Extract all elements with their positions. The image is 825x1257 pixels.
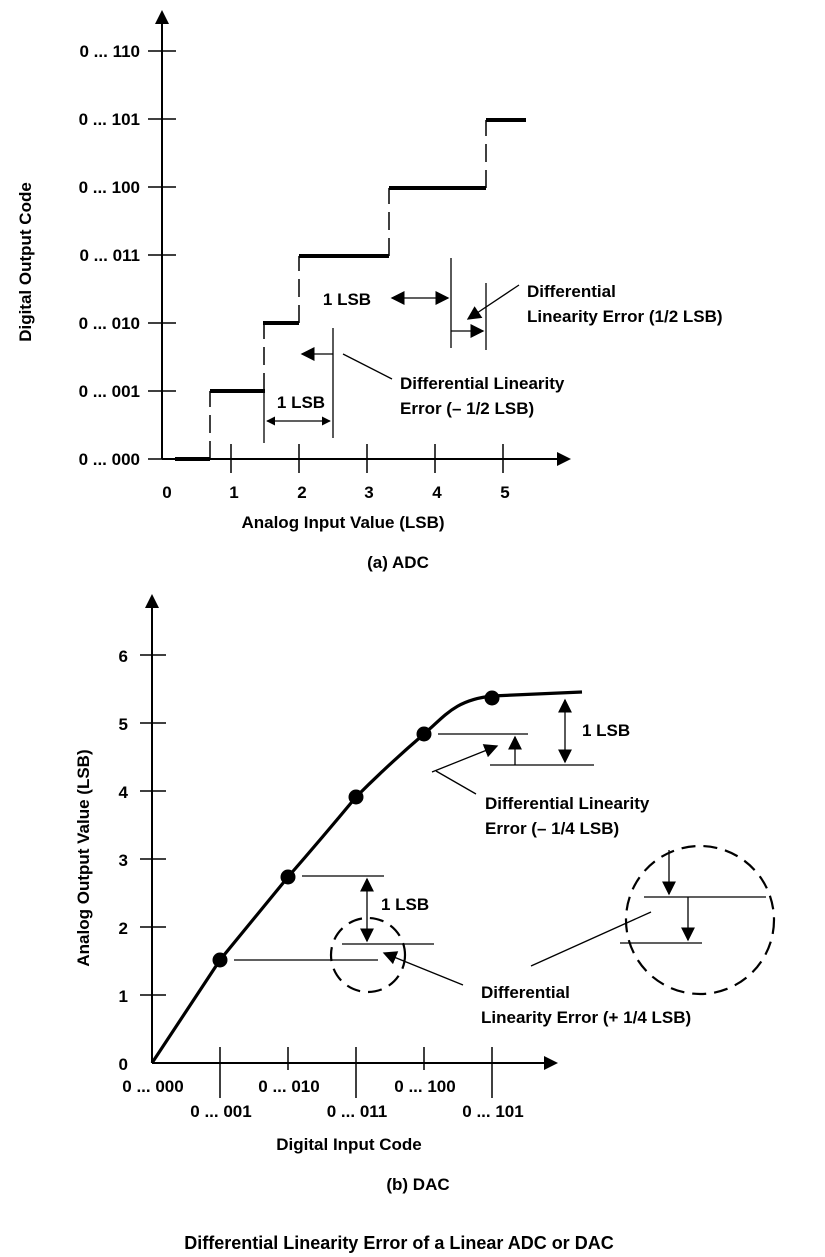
- dac-diagram: 0 1 2 3 4 5 6 0 ... 000 0 ... 010 0 ... …: [74, 594, 776, 1194]
- adc-diagram: 0 ... 000 0 ... 001 0 ... 010 0 ... 011 …: [16, 10, 723, 572]
- adc-dnl-minus-annotation: Differential Linearity Error (– 1/2 LSB): [300, 347, 565, 418]
- adc-y-tick-label: 0 ... 100: [79, 178, 140, 197]
- adc-lsb-dimension-upper: 1 LSB: [323, 258, 452, 348]
- adc-x-tick-label: 2: [297, 483, 306, 502]
- dac-transfer-curve: [150, 690, 583, 1064]
- adc-y-axis-arrow: [155, 10, 169, 24]
- dac-dnl-plus-line2: Linearity Error (+ 1/4 LSB): [481, 1008, 691, 1027]
- dac-y-tick-label: 5: [119, 715, 128, 734]
- adc-dnl-plus-annotation: Differential Linearity Error (1/2 LSB): [451, 282, 723, 350]
- dac-caption: (b) DAC: [386, 1175, 449, 1194]
- dac-x-tick-label: 0 ... 010: [258, 1077, 319, 1096]
- adc-dnl-plus-line1: Differential: [527, 282, 616, 301]
- adc-caption: (a) ADC: [367, 553, 429, 572]
- dac-point: [416, 726, 432, 742]
- dac-y-tick-label: 3: [119, 851, 128, 870]
- adc-dnl-minus-line2: Error (– 1/2 LSB): [400, 399, 534, 418]
- dac-y-tick-label: 0: [119, 1055, 128, 1074]
- dac-point: [212, 952, 228, 968]
- dac-y-tick-label: 2: [119, 919, 128, 938]
- dac-point: [348, 789, 364, 805]
- adc-x-tick-label: 0: [162, 483, 171, 502]
- adc-y-tick-label: 0 ... 001: [79, 382, 140, 401]
- adc-lsb-label-lower: 1 LSB: [277, 393, 325, 412]
- adc-x-tick-labels: 0 1 2 3 4 5: [162, 483, 509, 502]
- dac-x-tick-label: 0 ... 101: [462, 1102, 523, 1121]
- dac-lsb-label-lower: 1 LSB: [381, 895, 429, 914]
- dac-y-tick-label: 4: [119, 783, 129, 802]
- dac-y-tick-label: 1: [119, 987, 128, 1006]
- dac-x-tick-label: 0 ... 011: [327, 1102, 388, 1121]
- adc-transfer-staircase: [175, 118, 526, 461]
- adc-x-axis-label: Analog Input Value (LSB): [241, 513, 444, 532]
- adc-x-axis-arrow: [557, 452, 571, 466]
- dac-y-axis-label: Analog Output Value (LSB): [74, 749, 93, 966]
- adc-x-tick-label: 1: [229, 483, 238, 502]
- adc-x-tick-label: 3: [364, 483, 373, 502]
- adc-dnl-plus-line2: Linearity Error (1/2 LSB): [527, 307, 723, 326]
- dac-point: [280, 869, 296, 885]
- dac-point: [484, 690, 500, 706]
- adc-x-ticks: [230, 444, 504, 473]
- dac-y-tick-label: 6: [119, 647, 128, 666]
- dac-lower-annotation: 1 LSB Differential Linearity Error (+ 1/…: [234, 875, 691, 1027]
- adc-lsb-dimension-lower: 1 LSB: [263, 328, 334, 443]
- dac-zoom-circle-small: [329, 916, 407, 994]
- dac-dnl-minus-line1: Differential Linearity: [485, 794, 650, 813]
- dac-code-points: [212, 690, 500, 968]
- dac-dnl-plus-line1: Differential: [481, 983, 570, 1002]
- adc-y-tick-label: 0 ... 000: [79, 450, 140, 469]
- dac-zoom-circle-large: [624, 844, 776, 996]
- dac-x-ticks: [219, 1047, 493, 1098]
- adc-y-tick-label: 0 ... 010: [79, 314, 140, 333]
- dac-dnl-minus-line2: Error (– 1/4 LSB): [485, 819, 619, 838]
- adc-x-tick-label: 5: [500, 483, 509, 502]
- adc-x-tick-label: 4: [432, 483, 442, 502]
- adc-dnl-minus-line1: Differential Linearity: [400, 374, 565, 393]
- adc-lsb-label-upper: 1 LSB: [323, 290, 371, 309]
- dac-x-tick-label: 0 ... 100: [394, 1077, 455, 1096]
- dac-lsb-label-upper: 1 LSB: [582, 721, 630, 740]
- dac-x-tick-labels: 0 ... 000 0 ... 010 0 ... 100 0 ... 001 …: [122, 1077, 523, 1121]
- adc-y-tick-labels: 0 ... 000 0 ... 001 0 ... 010 0 ... 011 …: [79, 42, 140, 469]
- figure-title: Differential Linearity Error of a Linear…: [184, 1233, 613, 1253]
- dac-y-ticks: [140, 654, 166, 996]
- dac-y-axis-arrow: [145, 594, 159, 608]
- adc-y-axis-label: Digital Output Code: [16, 182, 35, 342]
- adc-y-ticks: [148, 50, 176, 460]
- dac-x-tick-label: 0 ... 001: [190, 1102, 251, 1121]
- dac-magnified-detail: [530, 844, 776, 996]
- dac-x-axis-label: Digital Input Code: [276, 1135, 421, 1154]
- dac-upper-annotation: 1 LSB Differential Linearity Error (– 1/…: [431, 698, 650, 838]
- dac-x-tick-label: 0 ... 000: [122, 1077, 183, 1096]
- adc-y-tick-label: 0 ... 011: [80, 246, 141, 265]
- dac-y-tick-labels: 0 1 2 3 4 5 6: [119, 647, 129, 1074]
- dac-x-axis-arrow: [544, 1056, 558, 1070]
- adc-y-tick-label: 0 ... 101: [79, 110, 140, 129]
- adc-y-tick-label: 0 ... 110: [80, 42, 141, 61]
